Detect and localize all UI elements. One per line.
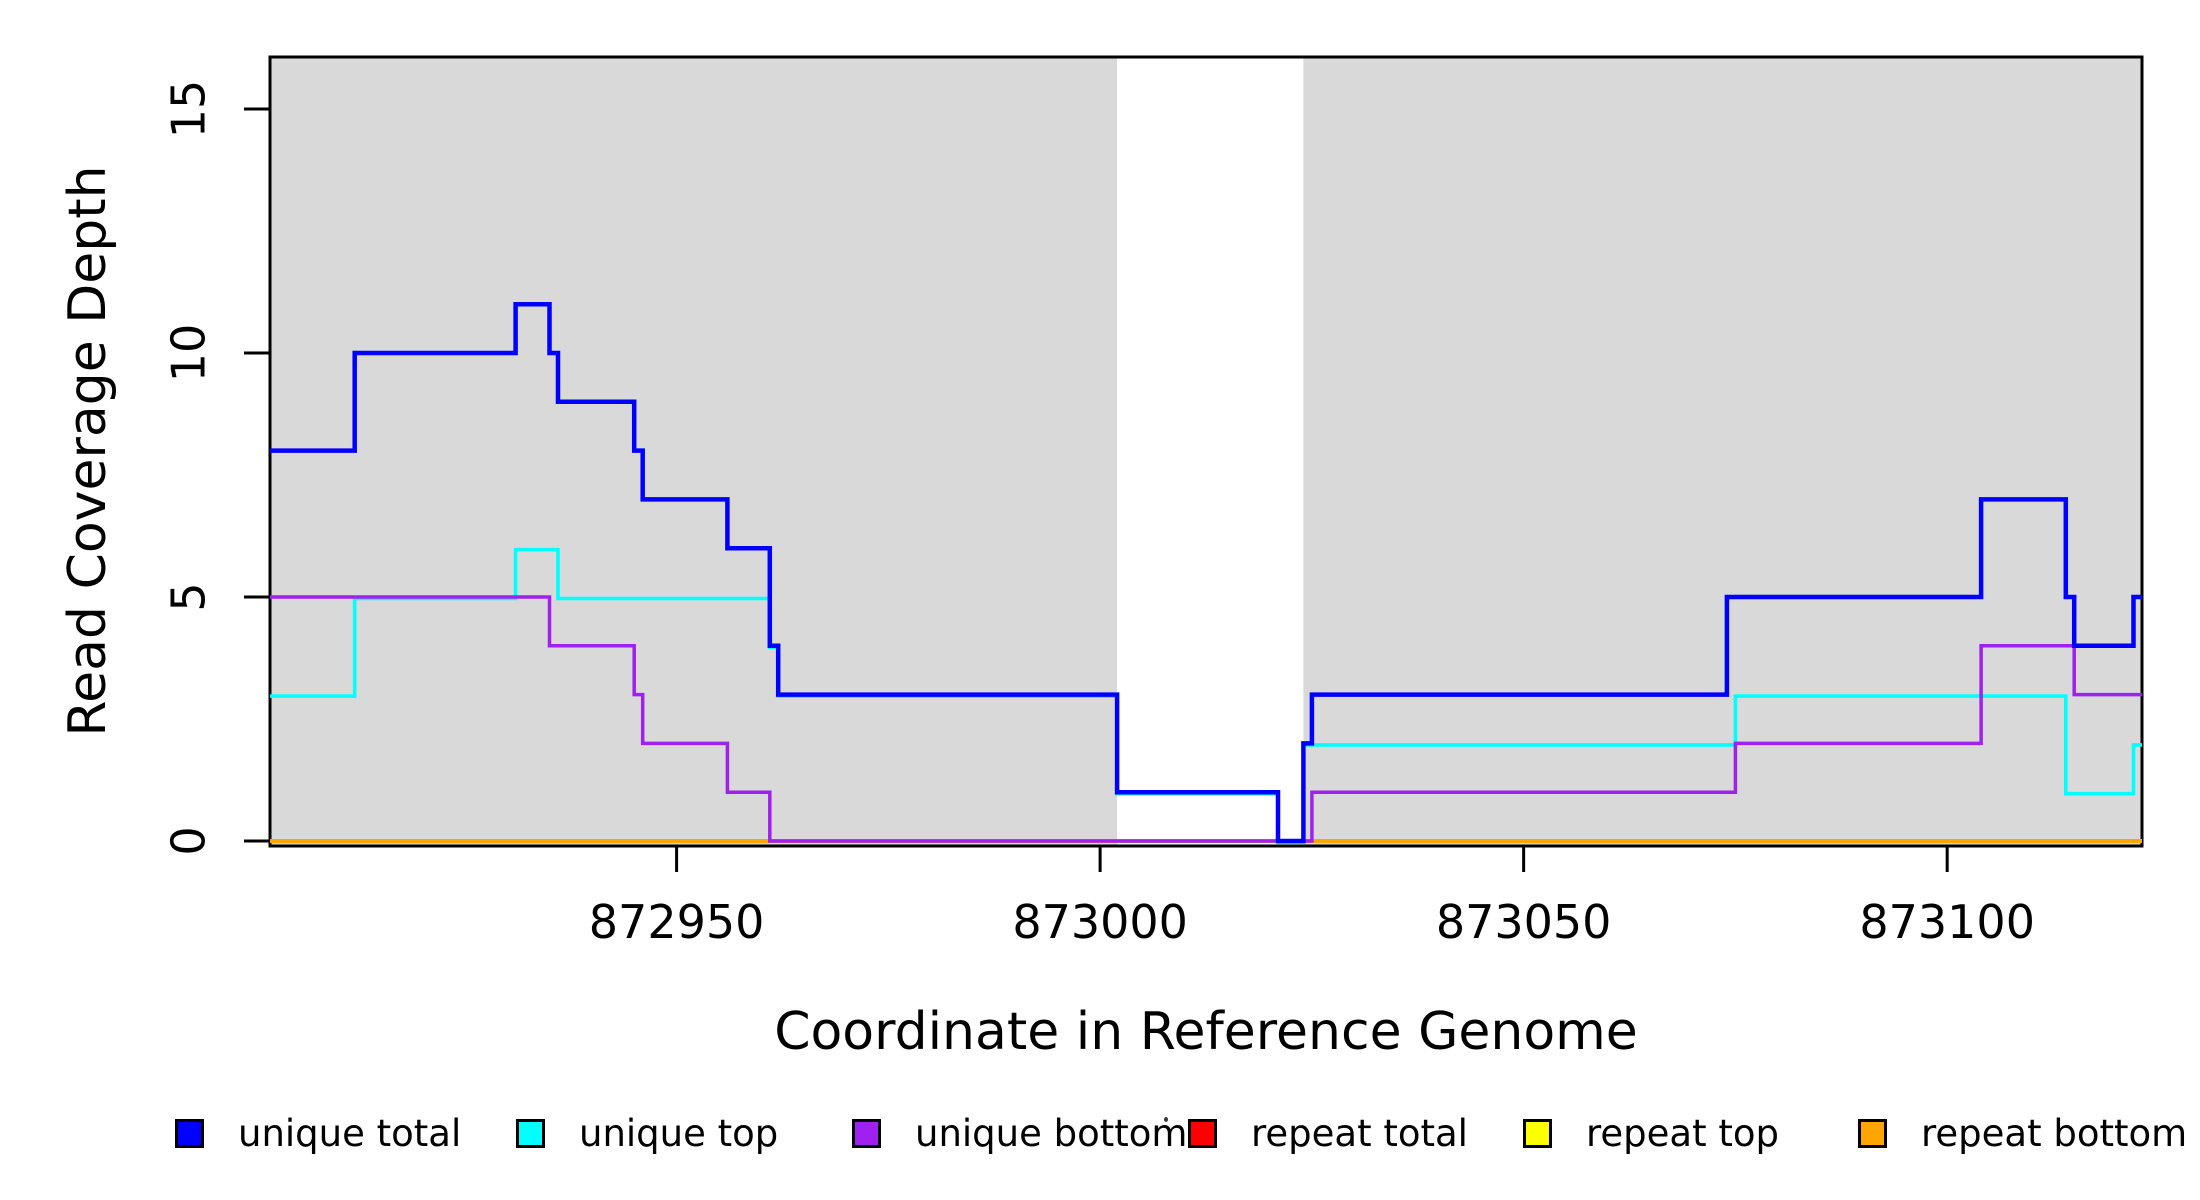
x-tick-label: 873000 [1012,895,1188,949]
legend-swatch-icon [852,1118,881,1148]
y-tick-label: 10 [162,324,216,383]
series-line-unique-bottom [270,595,2142,843]
legend-label: repeat bottom [1921,1111,2188,1155]
legend-item-unique-total: unique total [175,1113,461,1153]
shaded-band [270,57,1118,846]
x-tick-label: 873100 [1859,895,2035,949]
legend-label: repeat total [1251,1111,1468,1155]
legend-label: unique total [238,1111,462,1155]
legend-item-unique-bottom: unique bottom [852,1113,1187,1153]
legend-item-repeat-top: repeat top [1523,1113,1779,1153]
series-line-unique-total [270,301,2142,844]
legend-label: unique bottom [915,1111,1188,1155]
y-tick-label: 15 [162,80,216,139]
legend-swatch-icon [516,1118,545,1148]
speck-artifact [1164,1117,1168,1122]
legend-swatch-icon [1523,1118,1552,1148]
legend-swatch-icon [1188,1118,1217,1148]
y-axis-title: Read Coverage Depth [58,165,118,737]
legend-item-repeat-total: repeat total [1188,1113,1468,1153]
legend-swatch-icon [1858,1118,1887,1148]
legend-label: repeat top [1586,1111,1779,1155]
y-tick-label: 0 [162,826,216,855]
legend-swatch-icon [175,1118,204,1148]
y-tick-label: 5 [162,582,216,611]
legend-item-unique-top: unique top [516,1113,778,1153]
legend-label: unique top [579,1111,779,1155]
legend-item-repeat-bottom: repeat bottom [1858,1113,2187,1153]
shaded-band [1303,57,2142,846]
x-tick-label: 873050 [1436,895,1612,949]
x-axis-title: Coordinate in Reference Genome [774,1002,1638,1062]
x-tick-label: 872950 [589,895,765,949]
